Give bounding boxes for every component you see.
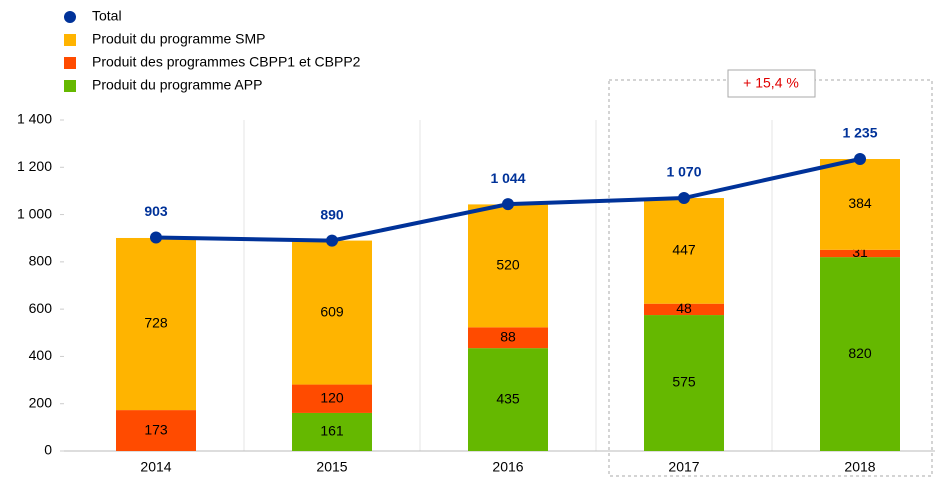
total-point — [854, 153, 866, 166]
total-label: 1 235 — [842, 125, 877, 141]
x-tick-label: 2014 — [140, 459, 171, 475]
total-label: 903 — [144, 203, 168, 219]
value-label: 48 — [676, 300, 692, 316]
value-label: 161 — [320, 423, 344, 439]
legend-swatch — [64, 80, 76, 92]
y-tick-label: 1 400 — [17, 111, 52, 127]
value-label: 728 — [144, 315, 168, 331]
annotation-box — [727, 69, 816, 98]
x-tick-label: 2015 — [316, 459, 347, 475]
legend-swatch — [64, 34, 76, 46]
total-point — [678, 192, 690, 205]
value-label: 120 — [320, 389, 344, 405]
value-label: 609 — [320, 303, 344, 319]
bar-segment — [468, 204, 548, 328]
bar-segment — [468, 327, 548, 349]
bar-segment — [820, 159, 900, 250]
bar-segment — [468, 348, 548, 451]
total-point — [502, 198, 514, 211]
total-label: 890 — [320, 206, 344, 222]
x-tick-label: 2018 — [844, 459, 875, 475]
legend-marker — [64, 11, 76, 23]
bar-segment — [644, 315, 724, 451]
value-label: 384 — [848, 195, 872, 211]
legend-swatch — [64, 57, 76, 69]
bar-segment — [292, 384, 372, 413]
y-tick-label: 1 200 — [17, 158, 52, 174]
x-tick-label: 2017 — [668, 459, 699, 475]
legend-label: Produit des programmes CBPP1 et CBPP2 — [92, 54, 361, 70]
y-tick-label: 400 — [29, 347, 53, 363]
value-label: 88 — [500, 328, 516, 344]
value-label: 447 — [672, 242, 696, 258]
y-tick-label: 600 — [29, 300, 53, 316]
total-point — [150, 231, 162, 244]
legend-label: Produit du programme APP — [92, 77, 262, 93]
annotation: + 15,4 % — [743, 75, 799, 91]
bar-segment — [116, 237, 196, 411]
bar-segment — [820, 257, 900, 451]
y-tick-label: 800 — [29, 253, 53, 269]
total-point — [326, 234, 338, 247]
bar-segment — [292, 240, 372, 385]
total-label: 1 044 — [490, 170, 525, 186]
bar-segment — [644, 198, 724, 304]
value-label: 435 — [496, 390, 520, 406]
value-label: 820 — [848, 345, 872, 361]
value-label: 575 — [672, 374, 696, 390]
bar-segment — [820, 249, 900, 258]
y-tick-label: 200 — [29, 394, 53, 410]
legend-label: Produit du programme SMP — [92, 31, 266, 47]
bar-segment — [644, 303, 724, 316]
total-label: 1 070 — [666, 164, 701, 180]
bar-segment — [116, 410, 196, 451]
legend-label: Total — [92, 8, 122, 24]
y-tick-label: 1 000 — [17, 205, 52, 221]
value-label: 520 — [496, 257, 520, 273]
x-tick-label: 2016 — [492, 459, 523, 475]
bar-segment — [292, 412, 372, 451]
value-label: 173 — [144, 421, 168, 437]
y-tick-label: 0 — [44, 442, 52, 458]
